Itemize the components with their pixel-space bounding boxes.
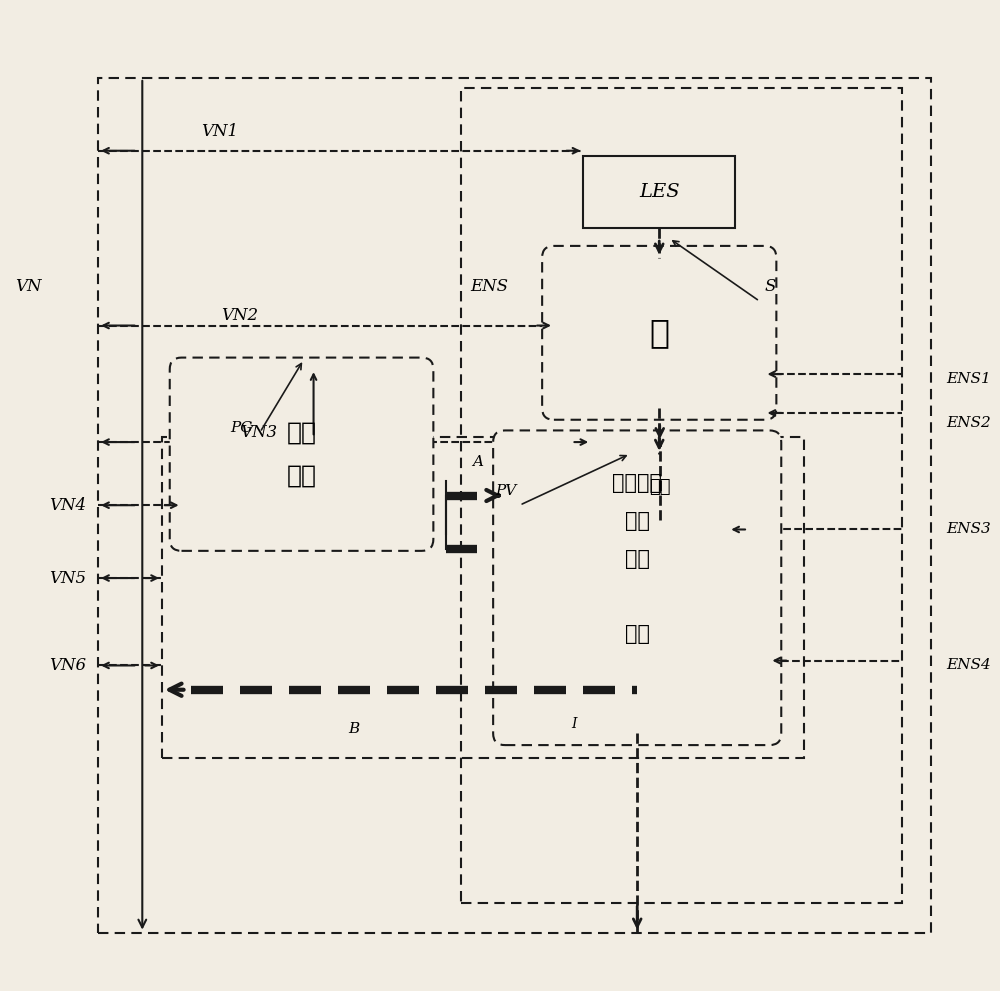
Bar — [98, 78, 931, 933]
Text: I: I — [571, 716, 577, 730]
Text: VN2: VN2 — [221, 307, 258, 324]
Text: VN6: VN6 — [49, 657, 86, 674]
Text: VN4: VN4 — [49, 496, 86, 513]
Text: 胰腺
胆囊: 胰腺 胆囊 — [287, 421, 317, 488]
Text: VN1: VN1 — [201, 123, 238, 140]
FancyBboxPatch shape — [493, 430, 781, 745]
FancyBboxPatch shape — [542, 246, 776, 420]
Text: ENS3: ENS3 — [946, 522, 991, 536]
Text: ENS: ENS — [471, 278, 509, 295]
Text: ENS1: ENS1 — [946, 372, 991, 385]
Text: LES: LES — [639, 183, 680, 201]
Text: ENS2: ENS2 — [946, 415, 991, 430]
Text: VN5: VN5 — [49, 570, 86, 587]
Text: B: B — [348, 721, 359, 735]
Text: ENS4: ENS4 — [946, 658, 991, 673]
Text: A: A — [473, 455, 484, 469]
Text: VN: VN — [15, 278, 41, 295]
Text: 十二指肠
空肠
回肠

结肠: 十二指肠 空肠 回肠 结肠 — [612, 474, 662, 644]
Text: PG: PG — [230, 420, 253, 434]
Text: PV: PV — [495, 484, 516, 497]
Text: 胃: 胃 — [649, 316, 669, 349]
Bar — [591, 454, 728, 519]
Bar — [461, 87, 902, 904]
Text: VN3: VN3 — [240, 424, 277, 441]
FancyBboxPatch shape — [170, 358, 433, 551]
Bar — [162, 437, 804, 758]
Bar — [583, 156, 735, 228]
Text: 幽门: 幽门 — [649, 478, 670, 496]
Text: S: S — [765, 278, 776, 295]
